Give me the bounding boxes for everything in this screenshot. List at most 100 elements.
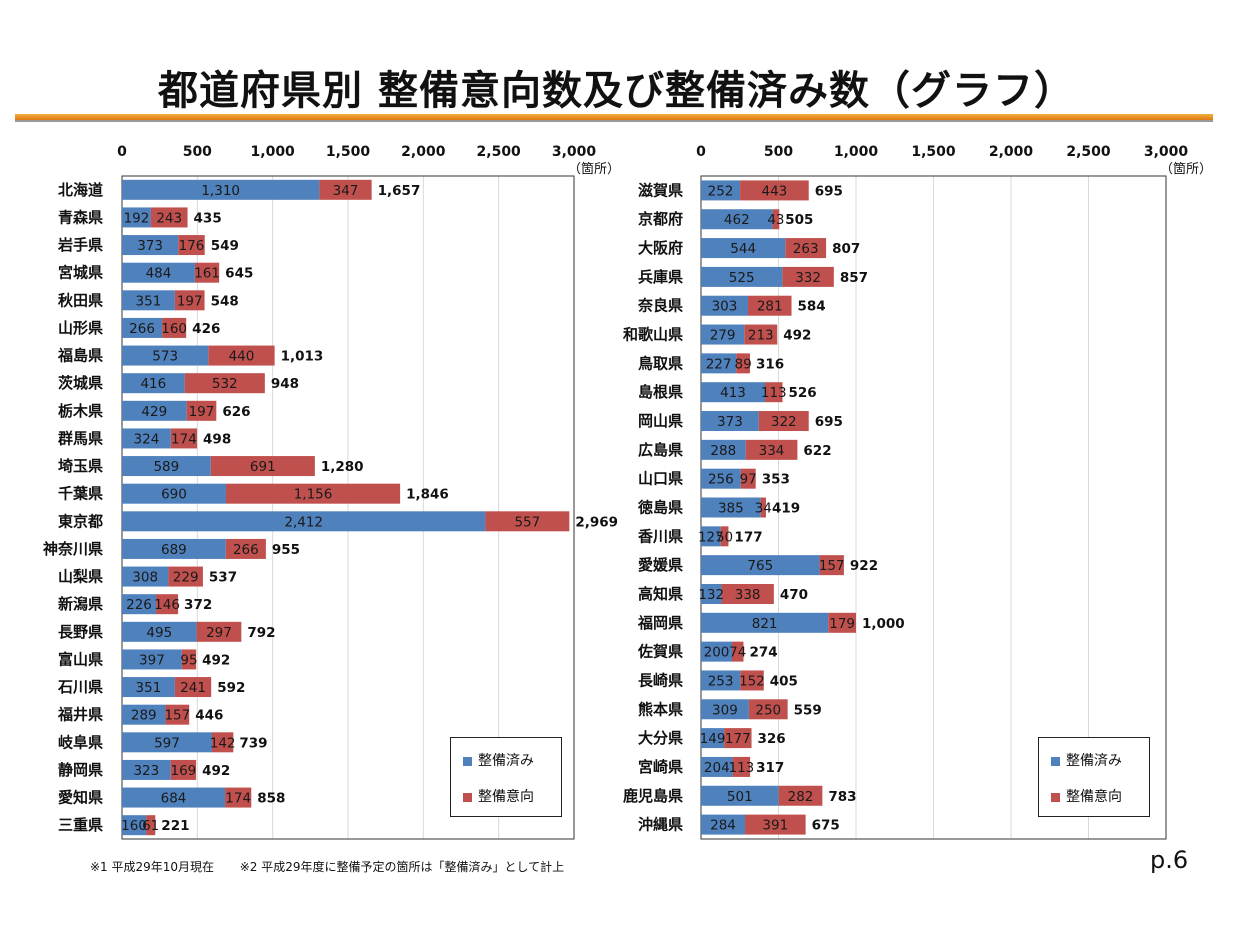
- left-label-done: 597: [154, 735, 180, 751]
- right-category-label: 鳥取県: [638, 354, 683, 372]
- left-label-total: 2,969: [575, 514, 618, 530]
- right-label-total: 274: [749, 645, 777, 661]
- right-bar-intent: [721, 583, 774, 604]
- right-bar-done: [701, 180, 741, 201]
- left-label-done: 690: [161, 487, 187, 503]
- legend-swatch-intent: [463, 792, 472, 802]
- left-label-done: 351: [136, 293, 162, 309]
- left-bar-intent: [170, 759, 197, 780]
- right-bar-intent: [778, 785, 823, 806]
- right-label-done: 373: [717, 414, 743, 430]
- right-label-intent: 391: [762, 818, 788, 834]
- left-bar-done: [122, 400, 187, 421]
- left-bar-done: [122, 621, 197, 642]
- right-tick-label: 500: [764, 144, 793, 160]
- left-bar-done: [122, 235, 179, 256]
- right-label-intent: 89: [734, 356, 751, 372]
- right-bar-done: [701, 699, 749, 720]
- left-bar-done: [122, 704, 166, 725]
- right-bar-done: [701, 670, 741, 691]
- right-label-total: 675: [812, 818, 840, 834]
- left-label-done: 397: [139, 652, 165, 668]
- legend-label-done: 整備済み: [478, 753, 534, 769]
- right-category-label: 大分県: [638, 729, 683, 747]
- left-bar-intent: [186, 400, 217, 421]
- left-bar-done: [122, 538, 226, 559]
- right-label-total: 470: [780, 587, 808, 603]
- right-label-total: 783: [828, 789, 856, 805]
- right-tick-label: 2,000: [989, 144, 1034, 160]
- left-bar-intent: [174, 290, 205, 311]
- left-label-intent: 241: [180, 680, 206, 696]
- right-bar-intent: [785, 238, 827, 259]
- right-label-done: 309: [712, 702, 738, 718]
- right-category-label: 福岡県: [637, 614, 683, 632]
- left-category-label: 石川県: [57, 678, 103, 696]
- right-label-intent: 338: [735, 587, 761, 603]
- left-label-total: 426: [192, 321, 220, 337]
- left-category-label: 愛知県: [58, 789, 103, 807]
- left-bar-done: [122, 179, 320, 200]
- left-bar-done: [122, 566, 169, 587]
- left-bar-done: [122, 677, 175, 698]
- right-bar-done: [701, 382, 766, 403]
- left-label-intent: 243: [156, 210, 182, 226]
- title-underline-shadow: [15, 120, 1213, 122]
- left-bar-intent: [196, 621, 242, 642]
- right-label-intent: 263: [793, 241, 819, 257]
- left-label-done: 495: [146, 625, 172, 641]
- left-label-intent: 557: [514, 514, 540, 530]
- right-category-label: 鹿児島県: [623, 787, 683, 805]
- right-label-done: 413: [720, 385, 746, 401]
- right-label-done: 204: [704, 760, 730, 776]
- right-label-intent: 443: [762, 183, 788, 199]
- right-bar-intent: [745, 439, 798, 460]
- right-label-done: 385: [718, 501, 744, 517]
- left-category-label: 秋田県: [58, 291, 103, 309]
- right-bar-done: [701, 411, 759, 432]
- right-bar-done: [701, 266, 783, 287]
- left-label-total: 592: [217, 680, 245, 696]
- right-bar-intent: [720, 526, 729, 547]
- right-category-label: 長崎県: [638, 671, 683, 689]
- right-label-done: 200: [704, 645, 730, 661]
- legend-left: 整備済み 整備意向: [450, 737, 562, 817]
- right-tick-label: 2,500: [1066, 144, 1111, 160]
- right-label-total: 559: [794, 702, 822, 718]
- left-label-done: 324: [134, 431, 160, 447]
- left-bar-intent: [162, 317, 187, 338]
- left-bar-intent: [225, 538, 266, 559]
- right-bar-done: [701, 209, 773, 230]
- right-bar-done: [701, 756, 733, 777]
- right-bar-done: [701, 583, 722, 604]
- left-category-label: 新潟県: [58, 595, 103, 613]
- legend-swatch-intent: [1051, 792, 1060, 802]
- right-bar-intent: [758, 411, 809, 432]
- right-bar-done: [701, 439, 746, 460]
- title-underline: [15, 114, 1213, 120]
- right-bar-done: [701, 295, 748, 316]
- right-category-label: 兵庫県: [638, 268, 683, 286]
- left-bar-intent: [178, 235, 205, 256]
- right-bar-intent: [745, 814, 806, 835]
- left-label-intent: 95: [180, 652, 197, 668]
- left-category-label: 東京都: [58, 512, 103, 530]
- left-bar-intent: [485, 511, 570, 532]
- left-category-label: 福島県: [57, 347, 103, 365]
- left-tick-label: 500: [183, 144, 212, 160]
- right-label-total: 419: [772, 501, 800, 517]
- right-tick-label: 1,500: [911, 144, 956, 160]
- left-label-done: 2,412: [284, 514, 323, 530]
- left-bar-done: [122, 594, 157, 615]
- left-category-label: 岩手県: [57, 236, 103, 254]
- legend-swatch-done: [463, 756, 472, 766]
- right-bar-intent: [748, 699, 788, 720]
- right-category-label: 京都府: [638, 210, 683, 228]
- right-label-total: 622: [803, 443, 831, 459]
- right-label-done: 821: [752, 616, 778, 632]
- right-label-total: 526: [789, 385, 817, 401]
- right-category-label: 岡山県: [638, 412, 683, 430]
- left-label-total: 792: [247, 625, 275, 641]
- left-bar-intent: [168, 566, 203, 587]
